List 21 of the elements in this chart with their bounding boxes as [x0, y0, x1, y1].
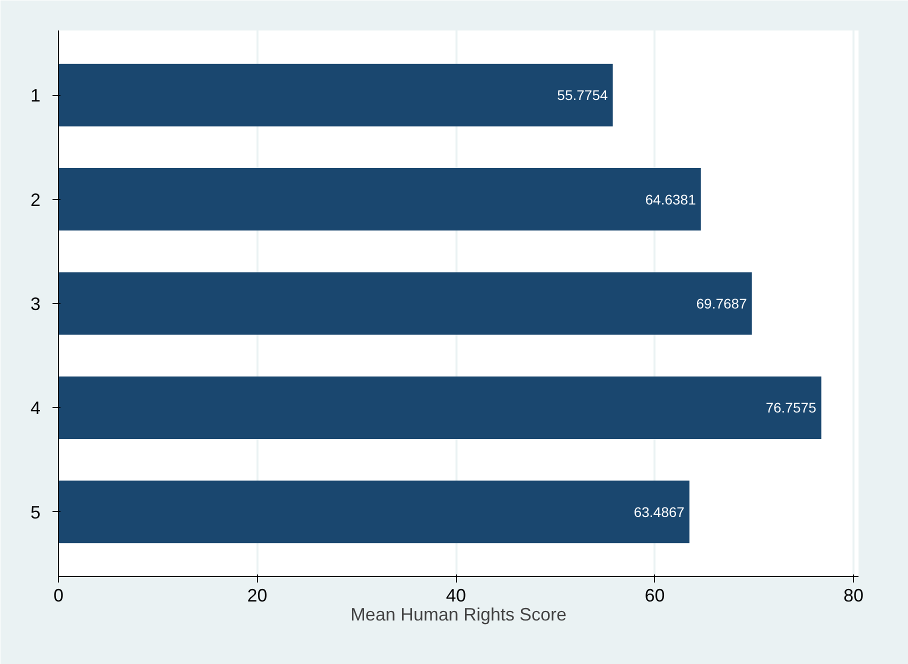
x-tick-label: 0: [53, 586, 64, 606]
y-tick-label: 5: [30, 502, 41, 522]
y-tick-label: 4: [30, 398, 41, 418]
x-tick-label: 80: [844, 586, 864, 606]
y-tick-label: 1: [30, 86, 41, 106]
data-label: 55.7754: [557, 87, 608, 104]
y-tick-label: 2: [30, 190, 41, 210]
x-tick-label: 20: [247, 586, 268, 606]
x-axis-title: Mean Human Rights Score: [350, 604, 567, 624]
data-label: 69.7687: [696, 296, 748, 312]
x-tick-label: 40: [446, 586, 466, 606]
bar: [58, 480, 690, 544]
bar: [58, 272, 752, 335]
bar: [58, 376, 822, 439]
data-label: 64.6381: [645, 191, 696, 208]
data-label: 63.4867: [634, 504, 685, 520]
bar: [58, 64, 613, 126]
data-label: 76.7575: [766, 400, 817, 416]
y-tick-label: 3: [30, 294, 41, 314]
bar: [58, 168, 701, 231]
x-tick-label: 60: [644, 586, 665, 606]
